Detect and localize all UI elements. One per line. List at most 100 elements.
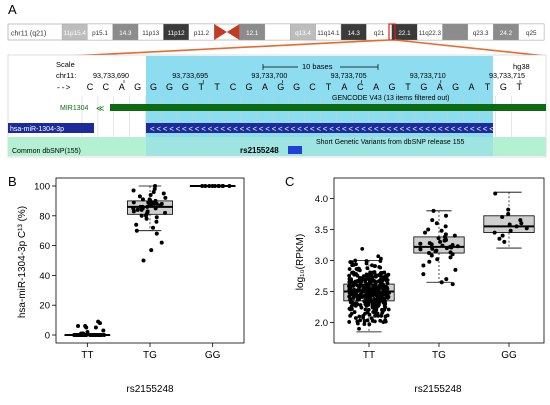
data-point <box>423 230 428 235</box>
strand-chevron: < <box>489 125 494 134</box>
strand-chevron: < <box>195 125 200 134</box>
data-point <box>152 186 157 191</box>
strand-chevron: < <box>316 125 321 134</box>
data-point <box>431 208 436 213</box>
data-point <box>351 262 356 267</box>
data-point <box>368 281 373 286</box>
strand-chevron: < <box>291 125 296 134</box>
data-point <box>161 191 166 196</box>
strand-chevron: < <box>438 125 443 134</box>
data-point <box>493 191 498 196</box>
data-point <box>352 310 357 314</box>
strand-chevron: < <box>150 125 155 134</box>
ideogram-position-marker <box>388 23 396 41</box>
panel-label-b: B <box>8 174 17 189</box>
strand-chevron: < <box>169 125 174 134</box>
sequence-base: T <box>214 82 220 92</box>
data-point <box>363 289 368 294</box>
data-point <box>372 319 377 324</box>
data-point <box>96 319 101 324</box>
y-tick-label: 4.0 <box>315 194 328 205</box>
data-point <box>418 247 423 252</box>
x-tick-label: TG <box>432 350 446 361</box>
snp-marker <box>288 146 302 154</box>
data-point <box>81 331 86 336</box>
gene-label: MIR1304 <box>60 105 89 112</box>
strand-chevron: < <box>393 125 398 134</box>
data-point <box>430 218 435 223</box>
data-point <box>444 277 449 282</box>
data-point <box>371 284 376 289</box>
position-label: 93,733,700 <box>251 71 287 80</box>
data-point <box>426 227 431 232</box>
data-point <box>379 274 383 279</box>
data-point <box>353 316 358 320</box>
sequence-base: C <box>309 82 316 92</box>
sequence-base: T <box>517 82 523 92</box>
data-point <box>383 319 387 324</box>
data-point <box>443 224 448 229</box>
data-point <box>382 307 387 312</box>
strand-chevron: < <box>233 125 238 134</box>
strand-chevron: < <box>323 125 328 134</box>
chromosome-band <box>518 23 545 41</box>
data-point <box>349 277 354 282</box>
sequence-base: G <box>166 82 173 92</box>
data-point <box>372 303 377 308</box>
data-point <box>427 259 432 264</box>
data-point <box>372 310 377 315</box>
chart-b-xlabel: rs2155248 <box>126 384 174 395</box>
position-label: 93,733,705 <box>331 71 367 80</box>
gene-bar <box>110 104 546 111</box>
data-point <box>203 184 208 188</box>
assembly-label: hg38 <box>513 62 530 71</box>
data-point <box>352 288 356 293</box>
strand-chevron: < <box>201 125 206 134</box>
band-label: p11.2 <box>194 30 210 37</box>
strand-chevron: < <box>380 125 385 134</box>
data-point <box>151 225 156 230</box>
y-tick-label: 20 <box>39 301 50 312</box>
strand-chevron: < <box>259 125 264 134</box>
data-point <box>363 278 368 282</box>
band-label: 24.2 <box>500 30 513 37</box>
data-point <box>376 290 380 295</box>
sequence-base: G <box>420 82 427 92</box>
data-point <box>85 330 90 335</box>
data-point <box>96 333 101 337</box>
data-point <box>506 211 511 216</box>
data-point <box>355 321 360 326</box>
strand-chevron: < <box>310 125 315 134</box>
band-label: q25 <box>526 30 537 37</box>
data-point <box>213 184 218 188</box>
sequence-base: G <box>150 82 157 92</box>
sequence-base: A <box>373 82 379 92</box>
strand-chevron: < <box>406 125 411 134</box>
genome-browser-window: Scale 10 bases hg38 chr11: 93,733,690 93,… <box>7 54 547 158</box>
data-point <box>452 233 457 238</box>
data-point <box>373 274 378 279</box>
data-point <box>418 241 423 246</box>
scale-text: 10 bases <box>302 62 333 71</box>
data-point <box>492 230 497 235</box>
data-point <box>372 264 377 269</box>
sequence-base: G <box>389 82 396 92</box>
data-point <box>427 241 432 246</box>
strand-chevron: < <box>400 125 405 134</box>
strand-chevron: < <box>361 125 366 134</box>
data-point <box>380 311 385 315</box>
data-point <box>366 284 371 289</box>
data-point <box>141 258 146 263</box>
panel-label-c: C <box>285 174 294 189</box>
data-point <box>147 197 152 202</box>
data-point <box>348 313 353 318</box>
strand-chevron: < <box>355 125 360 134</box>
chart-c: log₁₀(RPKM) rs2155248 2.0 2.5 3.0 3.5 4.0 TT T… <box>295 177 545 395</box>
data-point <box>364 272 369 277</box>
data-point <box>367 322 372 327</box>
data-point <box>453 267 458 272</box>
data-point <box>350 299 354 304</box>
sequence-base: G <box>500 82 507 92</box>
strand-chevron: < <box>188 125 193 134</box>
